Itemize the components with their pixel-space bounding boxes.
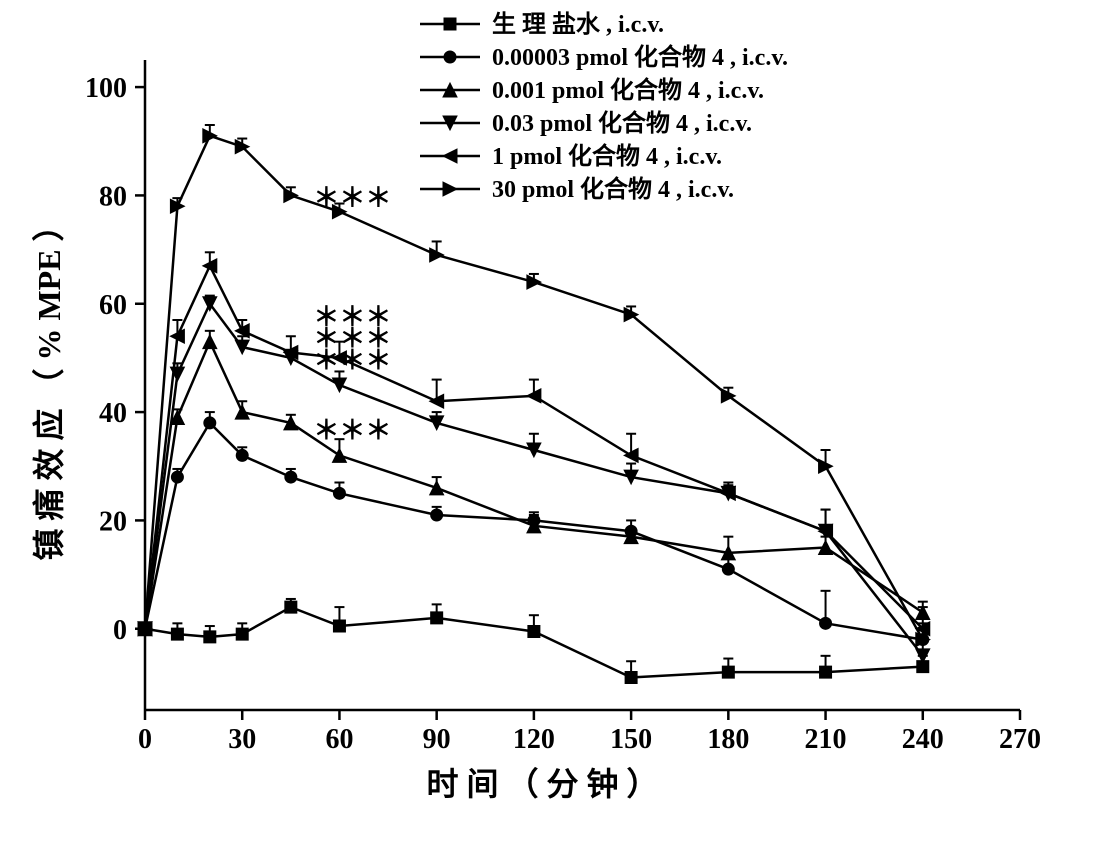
x-tick-label: 90 — [423, 724, 451, 755]
x-tick-label: 60 — [325, 724, 353, 755]
series-line — [145, 304, 923, 656]
y-tick-label: 20 — [99, 506, 127, 537]
significance-marker: ＊＊＊ — [313, 183, 391, 212]
x-tick-label: 240 — [902, 724, 944, 755]
y-tick-label: 80 — [99, 181, 127, 212]
x-tick-label: 0 — [138, 724, 152, 755]
x-tick-label: 180 — [707, 724, 749, 755]
chart-svg: 0 30 60 90 120 150 180 210 240 270 0 20 40 60 80 100 时 间… — [0, 0, 1098, 851]
legend-label: 0.001 pmol 化合物 4 , i.c.v. — [492, 76, 764, 104]
legend-label: 1 pmol 化合物 4 , i.c.v. — [492, 142, 722, 170]
significance-marker: ＊＊＊ — [313, 346, 391, 375]
y-tick-label: 60 — [99, 290, 127, 321]
series-saline — [139, 599, 929, 684]
y-tick-label: 0 — [113, 615, 127, 646]
legend-label: 30 pmol 化合物 4 , i.c.v. — [492, 175, 734, 203]
x-axis-title: 时 间 （ 分 钟 ） — [426, 766, 658, 802]
y-tick-label: 100 — [85, 73, 127, 104]
series-c4_0.03 — [138, 296, 930, 663]
y-axis-title: 镇 痛 效 应 （ % MPE ） — [31, 209, 67, 560]
x-tick-label: 210 — [805, 724, 847, 755]
x-tick-label: 270 — [999, 724, 1041, 755]
legend-label: 0.00003 pmol 化合物 4 , i.c.v. — [492, 43, 788, 71]
series-c4_0.001 — [138, 331, 930, 636]
x-tick-label: 150 — [610, 724, 652, 755]
legend-label: 生 理 盐水 , i.c.v. — [492, 11, 664, 38]
y-tick-label: 40 — [99, 398, 127, 429]
chart-container: 0 30 60 90 120 150 180 210 240 270 0 20 40 60 80 100 时 间… — [0, 0, 1098, 851]
x-tick-label: 120 — [513, 724, 555, 755]
legend-label: 0.03 pmol 化合物 4 , i.c.v. — [492, 109, 752, 137]
legend — [420, 18, 480, 196]
x-tick-label: 30 — [228, 724, 256, 755]
significance-marker: ＊＊＊ — [313, 416, 391, 445]
